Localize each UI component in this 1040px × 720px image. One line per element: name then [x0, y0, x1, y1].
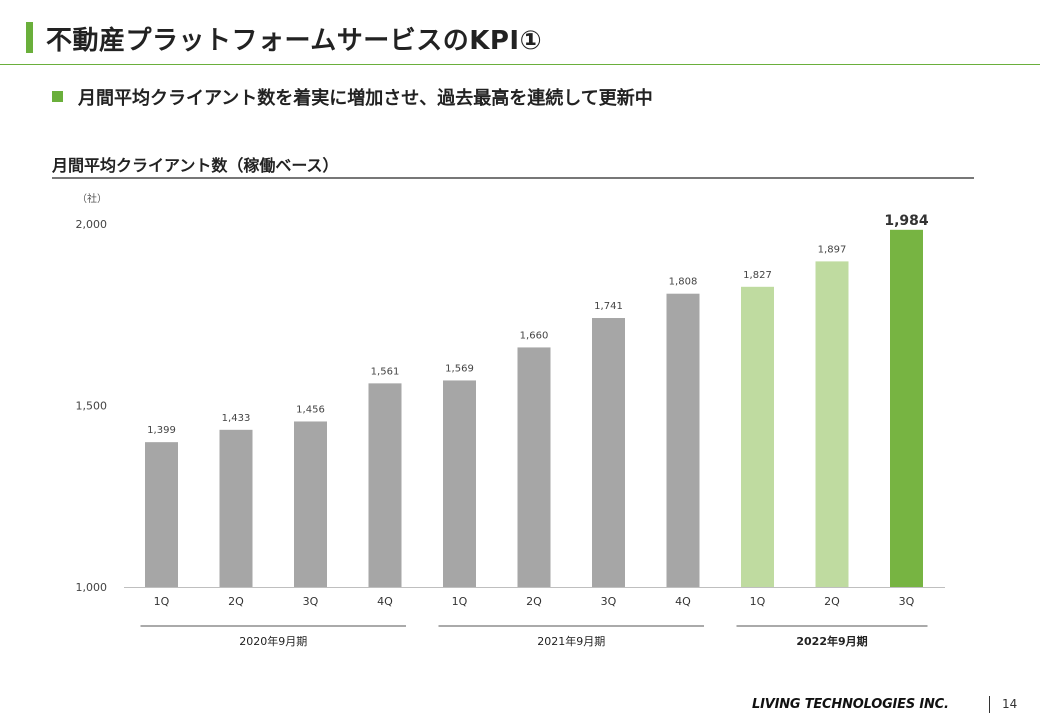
bar	[219, 429, 253, 587]
x-tick-label: 4Q	[675, 595, 691, 608]
bullet-square-icon	[52, 91, 63, 102]
bullet-text: 月間平均クライアント数を着実に増加させ、過去最高を連続して更新中	[78, 88, 653, 109]
bar	[666, 293, 700, 587]
bar	[592, 318, 625, 587]
data-label: 1,561	[371, 366, 400, 377]
data-label: 1,984	[884, 213, 929, 229]
data-label: 1,741	[594, 301, 623, 312]
title-accent-bar	[26, 22, 33, 53]
company-logo: LIVING TECHNOLOGIES INC.	[752, 697, 949, 712]
x-tick-label: 4Q	[377, 595, 393, 608]
x-tick-label: 3Q	[899, 595, 915, 608]
data-label: 1,660	[520, 330, 549, 341]
data-label: 1,433	[222, 413, 251, 424]
x-tick-label: 2Q	[228, 595, 244, 608]
bar	[443, 380, 476, 587]
x-tick-label: 2Q	[526, 595, 542, 608]
fiscal-year-label: 2022年9月期	[796, 634, 867, 648]
data-label: 1,827	[743, 270, 772, 281]
y-tick-label: 1,500	[76, 400, 108, 413]
y-tick-label: 2,000	[76, 218, 108, 231]
page-number: 14	[1002, 697, 1018, 711]
footer-divider	[989, 696, 990, 713]
bar	[294, 421, 327, 587]
data-label: 1,569	[445, 363, 474, 374]
bar	[145, 442, 178, 587]
bar	[815, 261, 849, 587]
y-tick-label: 1,000	[76, 581, 108, 594]
data-label: 1,897	[818, 244, 847, 255]
data-label: 1,456	[296, 404, 325, 415]
data-label: 1,399	[147, 425, 176, 436]
bar	[517, 347, 551, 587]
x-tick-label: 2Q	[824, 595, 840, 608]
bar	[368, 383, 402, 587]
title-divider	[0, 64, 1040, 65]
page-title: 不動産プラットフォームサービスのKPI①	[46, 26, 543, 56]
chart-title-divider	[52, 177, 974, 179]
fiscal-year-label: 2021年9月期	[537, 634, 605, 648]
x-tick-label: 3Q	[601, 595, 617, 608]
x-tick-label: 1Q	[452, 595, 468, 608]
x-tick-label: 3Q	[303, 595, 319, 608]
fiscal-year-label: 2020年9月期	[239, 634, 307, 648]
bar	[741, 286, 774, 587]
x-tick-label: 1Q	[154, 595, 170, 608]
bar	[890, 229, 923, 588]
x-tick-label: 1Q	[750, 595, 766, 608]
chart-title: 月間平均クライアント数（稼働ベース）	[52, 156, 339, 175]
y-axis-unit-label: （社）	[77, 192, 107, 205]
data-label: 1,808	[669, 277, 698, 288]
